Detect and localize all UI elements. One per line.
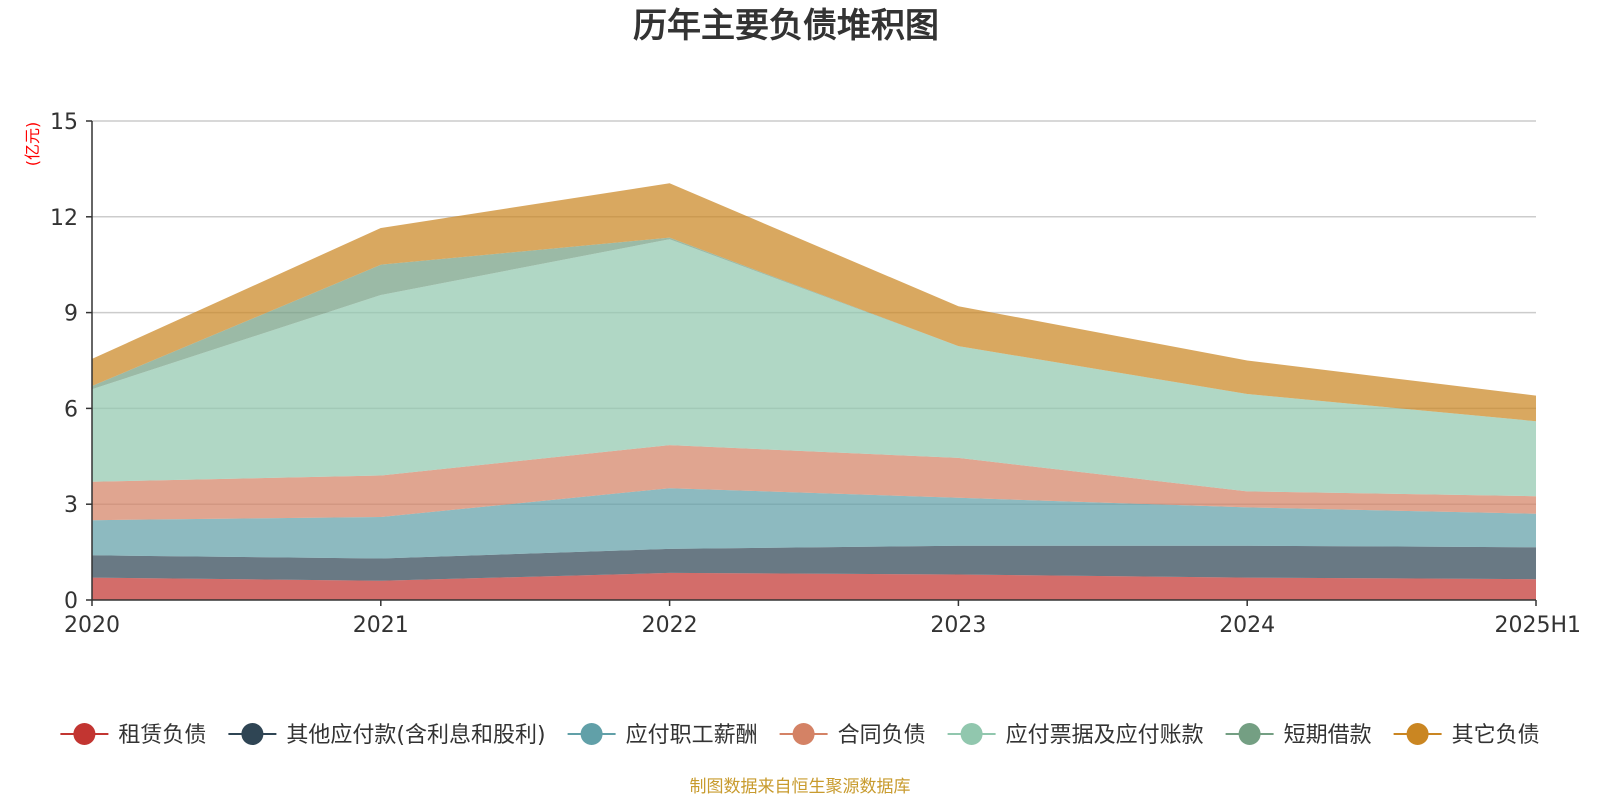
legend-label: 合同负债 bbox=[838, 723, 926, 748]
legend-item-3[interactable]: 合同负债 bbox=[779, 723, 926, 748]
legend-item-4[interactable]: 应付票据及应付账款 bbox=[947, 723, 1204, 748]
legend-label: 其他应付款(含利息和股利) bbox=[286, 723, 545, 748]
axes: 0 3 6 9 12 15 2020 2021 2022 2023 2024 2025H1 bbox=[50, 110, 1581, 638]
legend-label: 其它负债 bbox=[1452, 723, 1540, 748]
area-series-3 bbox=[92, 445, 1536, 521]
x-tick-label: 2022 bbox=[642, 613, 698, 638]
y-tick-label: 12 bbox=[50, 206, 78, 231]
legend-label: 应付职工薪酬 bbox=[626, 723, 758, 748]
legend-item-6[interactable]: 其它负债 bbox=[1393, 723, 1540, 748]
y-axis-unit: (亿元) bbox=[23, 122, 42, 167]
area-series-6 bbox=[92, 183, 1536, 422]
legend-item-5[interactable]: 短期借款 bbox=[1225, 723, 1372, 748]
area-series-4 bbox=[92, 239, 1536, 497]
legend[interactable]: 租赁负债 其他应付款(含利息和股利) 应付职工薪酬 合同负债 应付票据及应付账款 短期借款… bbox=[60, 723, 1540, 748]
x-tick-label: 2024 bbox=[1219, 613, 1275, 638]
y-tick-label: 6 bbox=[64, 397, 78, 422]
legend-label: 短期借款 bbox=[1284, 723, 1372, 748]
legend-marker bbox=[960, 723, 983, 745]
legend-item-0[interactable]: 租赁负债 bbox=[60, 723, 206, 748]
x-tick-label: 2023 bbox=[930, 613, 986, 638]
legend-marker bbox=[73, 723, 96, 745]
legend-marker bbox=[241, 723, 264, 745]
x-tick-label: 2021 bbox=[353, 613, 409, 638]
legend-marker bbox=[580, 723, 603, 745]
area-series-2 bbox=[92, 488, 1536, 559]
legend-marker bbox=[792, 723, 815, 745]
y-tick-label: 9 bbox=[64, 302, 78, 327]
source-note: 制图数据来自恒生聚源数据库 bbox=[690, 777, 911, 797]
legend-marker bbox=[1238, 723, 1261, 745]
area-series-1 bbox=[92, 545, 1536, 581]
area-series-0 bbox=[92, 572, 1536, 600]
legend-label: 租赁负债 bbox=[118, 723, 206, 748]
chart-title: 历年主要负债堆积图 bbox=[633, 6, 939, 46]
y-tick-label: 15 bbox=[50, 110, 78, 135]
legend-item-2[interactable]: 应付职工薪酬 bbox=[567, 723, 758, 748]
y-tick-label: 0 bbox=[64, 589, 78, 614]
legend-label: 应付票据及应付账款 bbox=[1006, 723, 1204, 748]
legend-item-1[interactable]: 其他应付款(含利息和股利) bbox=[228, 723, 546, 748]
x-tick-label: 2020 bbox=[64, 613, 120, 638]
x-tick-label: 2025H1 bbox=[1494, 613, 1581, 638]
area-series bbox=[92, 183, 1536, 600]
y-tick-label: 3 bbox=[64, 493, 78, 518]
legend-marker bbox=[1406, 723, 1429, 745]
